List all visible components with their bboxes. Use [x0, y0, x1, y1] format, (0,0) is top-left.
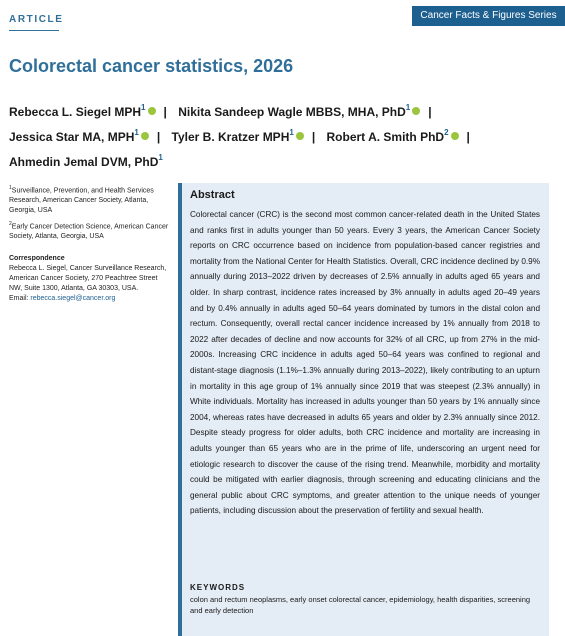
author-separator: | [428, 105, 432, 119]
author-name[interactable]: Jessica Star MA, MPH [9, 130, 135, 144]
author-affiliation-sup: 1 [134, 128, 139, 137]
orcid-icon[interactable] [140, 132, 149, 140]
orcid-icon[interactable] [450, 132, 459, 140]
author-affiliation-sup: 1 [158, 153, 163, 162]
author-list: Rebecca L. Siegel MPH1 | Nikita Sandeep W… [9, 98, 554, 173]
correspondence-email-line: Email: rebecca.siegel@cancer.org [9, 294, 169, 304]
author-name[interactable]: Nikita Sandeep Wagle MBBS, MHA, PhD [178, 105, 406, 119]
email-link[interactable]: rebecca.siegel@cancer.org [30, 295, 116, 302]
author-separator: | [466, 130, 470, 144]
keywords-heading: KEYWORDS [190, 583, 246, 592]
author-affiliation-sup: 1 [141, 103, 146, 112]
affiliation-sup: 1 [9, 185, 12, 191]
abstract-body: Colorectal cancer (CRC) is the second mo… [190, 210, 540, 516]
affiliation-text: Surveillance, Prevention, and Health Ser… [9, 187, 154, 215]
correspondence: Correspondence Rebecca L. Siegel, Cancer… [9, 254, 169, 304]
email-label: Email: [9, 295, 29, 302]
correspondence-address: Rebecca L. Siegel, Cancer Surveillance R… [9, 265, 167, 292]
author-name[interactable]: Rebecca L. Siegel MPH [9, 105, 142, 119]
author-separator: | [311, 130, 316, 144]
article-label-underline [9, 30, 59, 31]
affiliation-1: 1Surveillance, Prevention, and Health Se… [9, 183, 169, 216]
affiliation-sup: 2 [9, 221, 12, 227]
affiliation-text: Early Cancer Detection Science, American… [9, 223, 169, 241]
keywords-list: colon and rectum neoplasms, early onset … [190, 595, 531, 615]
correspondence-heading: Correspondence [9, 255, 65, 262]
author-separator: | [163, 105, 167, 119]
orcid-icon[interactable] [412, 107, 421, 115]
author-name[interactable]: Ahmedin Jemal DVM, PhD [9, 155, 159, 169]
series-badge[interactable]: Cancer Facts & Figures Series [412, 6, 565, 26]
orcid-icon[interactable] [147, 107, 156, 115]
author-affiliation-sup: 1 [405, 103, 411, 112]
orcid-icon[interactable] [295, 132, 304, 140]
affiliation-2: 2Early Cancer Detection Science, America… [9, 219, 169, 242]
author-separator: | [156, 130, 161, 144]
article-type-label: ARTICLE [9, 14, 64, 25]
article-title: Colorectal cancer statistics, 2026 [9, 56, 294, 76]
abstract-panel: Abstract Colorectal cancer (CRC) is the … [178, 183, 549, 636]
author-name[interactable]: Robert A. Smith PhD [326, 130, 445, 144]
abstract-heading: Abstract [190, 189, 235, 201]
author-name[interactable]: Tyler B. Kratzer MPH [171, 130, 290, 144]
author-affiliation-sup: 1 [289, 128, 294, 137]
author-affiliation-sup: 2 [444, 128, 449, 137]
